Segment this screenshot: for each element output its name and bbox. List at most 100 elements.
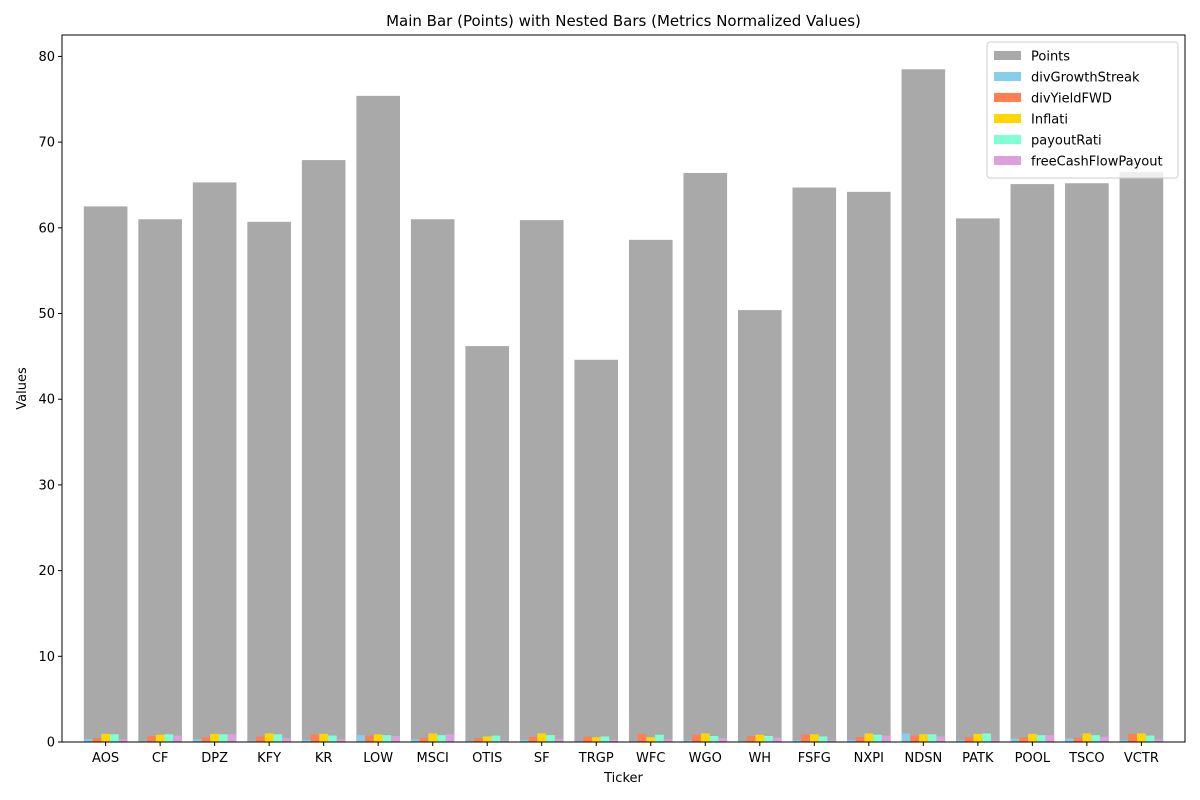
- y-tick-label: 10: [38, 650, 55, 665]
- legend-swatch: [994, 135, 1021, 144]
- x-tick-label: KR: [315, 751, 333, 766]
- bar-points-SF: [519, 220, 564, 742]
- bar-Inflati-VCTR: [1137, 733, 1146, 742]
- axes-layer: AOS CF DPZ KFY KR LOW MSCI OTIS SF TRGP WFC WGO WH FS…: [38, 50, 1158, 766]
- bar-points-LOW: [356, 95, 400, 742]
- bar-payoutRati-SF: [546, 735, 555, 742]
- bar-freeCashFlowPayout-WH: [772, 737, 782, 742]
- bar-points-OTIS: [465, 346, 510, 742]
- legend-label: payoutRati: [1031, 134, 1102, 149]
- bar-points-FSFG: [792, 187, 837, 743]
- bar-points-MSCI: [410, 219, 455, 743]
- x-tick-label: FSFG: [798, 751, 831, 766]
- bar-freeCashFlowPayout-MSCI: [445, 734, 455, 742]
- y-tick-label: 50: [38, 307, 55, 322]
- bar-divYieldFWD-TRGP: [583, 736, 592, 742]
- bar-payoutRati-TSCO: [1091, 735, 1100, 742]
- legend-swatch: [994, 72, 1021, 81]
- x-tick-label: TSCO: [1068, 751, 1105, 766]
- bar-divGrowthStreak-KR: [301, 739, 311, 742]
- bar-divYieldFWD-KFY: [256, 736, 265, 742]
- legend-label: divYieldFWD: [1031, 92, 1112, 107]
- bar-payoutRati-KFY: [273, 734, 283, 742]
- bar-divGrowthStreak-MSCI: [410, 739, 420, 742]
- bar-points-AOS: [83, 206, 128, 743]
- bar-freeCashFlowPayout-POOL: [1045, 735, 1055, 742]
- y-tick-label: 70: [38, 136, 55, 151]
- bar-points-TRGP: [574, 359, 619, 742]
- legend-label: freeCashFlowPayout: [1031, 155, 1163, 170]
- bar-points-VCTR: [1119, 172, 1164, 742]
- bar-Inflati-NXPI: [864, 733, 874, 742]
- x-tick-label: NXPI: [854, 751, 884, 766]
- bar-divYieldFWD-VCTR: [1128, 733, 1138, 742]
- bar-Inflati-TRGP: [591, 737, 601, 742]
- bar-Inflati-POOL: [1027, 733, 1037, 742]
- y-tick-label: 80: [38, 50, 55, 65]
- bar-divGrowthStreak-NDSN: [901, 733, 911, 742]
- bar-Inflati-CF: [155, 734, 165, 742]
- bar-points-DPZ: [192, 182, 237, 742]
- bar-freeCashFlowPayout-LOW: [391, 736, 400, 742]
- bar-payoutRati-WGO: [709, 736, 719, 742]
- bar-payoutRati-CF: [164, 734, 174, 742]
- bar-payoutRati-TRGP: [600, 736, 610, 742]
- bar-divYieldFWD-PATK: [964, 736, 974, 742]
- bar-payoutRati-LOW: [382, 735, 392, 742]
- bar-divYieldFWD-OTIS: [474, 738, 483, 742]
- bar-payoutRati-OTIS: [491, 735, 501, 742]
- x-tick-label: WFC: [636, 751, 665, 766]
- x-tick-label: TRGP: [578, 751, 614, 766]
- bar-freeCashFlowPayout-DPZ: [227, 734, 237, 742]
- bar-points-WH: [737, 310, 782, 742]
- x-tick-label: WGO: [689, 751, 722, 766]
- bar-freeCashFlowPayout-NDSN: [936, 736, 946, 742]
- bar-divGrowthStreak-POOL: [1010, 738, 1020, 742]
- bar-freeCashFlowPayout-SF: [554, 739, 564, 742]
- bar-divGrowthStreak-PATK: [956, 740, 965, 742]
- bar-divGrowthStreak-TSCO: [1065, 738, 1074, 742]
- legend-box: [986, 41, 1179, 179]
- bar-payoutRati-VCTR: [1145, 735, 1155, 742]
- bar-freeCashFlowPayout-KR: [336, 739, 346, 742]
- bar-points-WGO: [683, 172, 728, 743]
- bar-divGrowthStreak-LOW: [356, 735, 366, 742]
- bar-payoutRati-MSCI: [437, 735, 446, 742]
- bar-freeCashFlowPayout-WGO: [718, 738, 728, 742]
- x-tick-label: LOW: [363, 751, 393, 766]
- bar-divYieldFWD-NDSN: [910, 735, 919, 742]
- x-tick-label: OTIS: [472, 751, 502, 766]
- bar-points-TSCO: [1065, 183, 1109, 743]
- legend-swatch: [994, 93, 1021, 102]
- bar-divYieldFWD-WH: [746, 736, 756, 742]
- x-tick-label: MSCI: [417, 751, 449, 766]
- legend-swatch: [994, 156, 1021, 165]
- bar-freeCashFlowPayout-TRGP: [609, 739, 619, 742]
- x-tick-label: KFY: [257, 751, 281, 766]
- x-tick-label: NDSN: [904, 751, 942, 766]
- y-tick-label: 60: [38, 221, 55, 236]
- bar-payoutRati-KR: [328, 735, 337, 742]
- bar-points-NXPI: [847, 191, 891, 743]
- x-tick-label: SF: [534, 751, 550, 766]
- bar-divGrowthStreak-DPZ: [192, 739, 202, 742]
- bar-divYieldFWD-MSCI: [419, 737, 429, 742]
- bar-points-KR: [301, 160, 346, 743]
- bar-Inflati-TSCO: [1082, 733, 1092, 742]
- bar-points-KFY: [247, 221, 291, 742]
- bar-payoutRati-POOL: [1036, 735, 1046, 742]
- bar-points-PATK: [956, 218, 1000, 743]
- legend-label: Inflati: [1031, 113, 1068, 128]
- bar-Inflati-LOW: [373, 734, 383, 742]
- bar-Inflati-SF: [537, 733, 547, 742]
- bar-freeCashFlowPayout-PATK: [990, 740, 1000, 742]
- bar-divYieldFWD-LOW: [365, 735, 374, 742]
- x-tick-label: VCTR: [1124, 751, 1159, 766]
- bar-Inflati-NDSN: [918, 734, 928, 742]
- legend-label: Points: [1031, 50, 1070, 65]
- bar-divGrowthStreak-VCTR: [1119, 740, 1129, 742]
- bar-payoutRati-DPZ: [219, 734, 228, 742]
- x-tick-label: WH: [748, 751, 771, 766]
- x-tick-label: POOL: [1015, 751, 1051, 766]
- x-tick-label: CF: [152, 751, 169, 766]
